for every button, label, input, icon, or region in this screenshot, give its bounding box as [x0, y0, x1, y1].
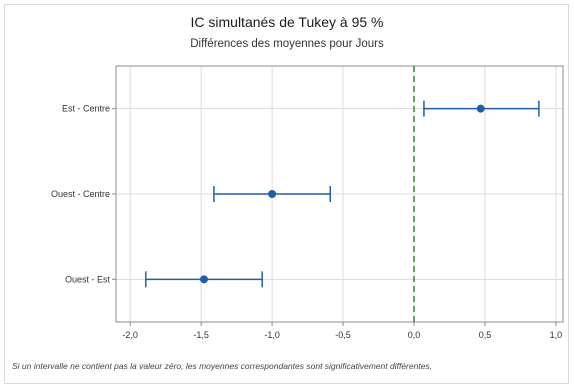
estimate-point	[199, 275, 208, 284]
x-tick-label: -0,5	[335, 330, 351, 340]
estimate-point	[268, 190, 277, 198]
chart-title: IC simultanés de Tukey à 95 %	[190, 14, 384, 30]
plot-border	[115, 65, 564, 323]
chart-footnote: Si un intervalle ne contient pas la vale…	[12, 361, 433, 371]
x-tick-label: 1,0	[550, 330, 563, 340]
category-label: Est - Centre	[62, 104, 110, 114]
x-tick-label: -2,0	[122, 330, 138, 340]
x-tick-label: 0,0	[408, 330, 421, 340]
chart-subtitle: Différences des moyennes pour Jours	[190, 38, 384, 50]
category-label: Ouest - Est	[65, 274, 111, 284]
x-tick-label: -1,5	[193, 330, 209, 340]
estimate-point	[476, 104, 485, 113]
x-tick-label: 0,5	[479, 330, 492, 340]
category-label: Ouest - Centre	[51, 189, 110, 199]
x-tick-label: -1,0	[264, 330, 280, 340]
